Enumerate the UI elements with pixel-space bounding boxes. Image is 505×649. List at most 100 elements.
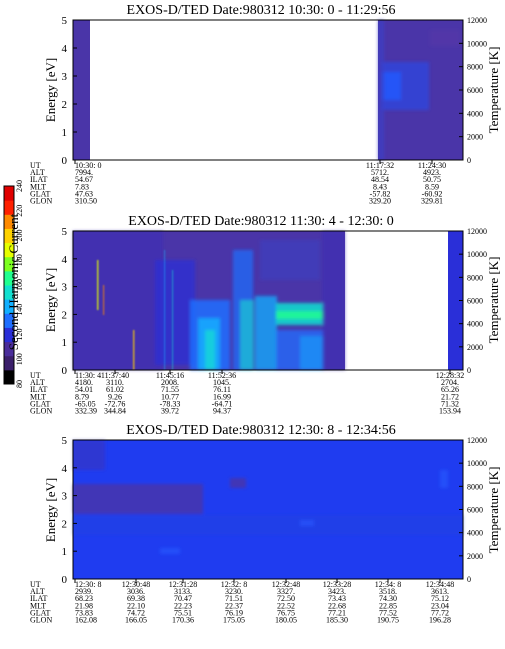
orbit-cell: 22.85 [379, 601, 397, 610]
panel-2-segment-b [448, 231, 463, 370]
orbit-cell: 7994. [75, 168, 93, 177]
y2-tick-label: 8000 [467, 63, 483, 72]
y2-tick-label: 8000 [467, 482, 483, 491]
orbit-cell: 10.77 [161, 392, 179, 401]
orbit-cell: 73.83 [75, 608, 93, 617]
orbit-cell: 73.43 [328, 594, 346, 603]
panel-2-feature-band [155, 260, 195, 365]
y2-tick-label: 12000 [467, 436, 487, 445]
colorbar-tick-label: 180 [15, 254, 24, 266]
orbit-cell: 3327. [277, 587, 295, 596]
orbit-cell: 11:37:40 [101, 371, 129, 380]
orbit-cell: 71.55 [161, 385, 179, 394]
orbit-cell: 77.72 [431, 608, 449, 617]
panel-2-feature-band [255, 296, 277, 370]
colorbar-cell [4, 256, 14, 272]
y-tick-label: 4 [62, 254, 68, 266]
orbit-row-label: UT [30, 161, 41, 170]
orbit-cell: 54.01 [75, 385, 93, 394]
panel-2-feature-band [276, 311, 324, 319]
y2-tick-label: 8000 [467, 273, 483, 282]
colorbar-cells [3, 185, 15, 385]
colorbar-cell [4, 355, 14, 371]
orbit-cell: 48.54 [371, 175, 389, 184]
y-tick-label: 3 [62, 282, 68, 294]
orbit-cell: 332.39 [75, 407, 97, 416]
orbit-cell: 22.23 [174, 601, 192, 610]
colorbar-tick-label: 240 [15, 180, 24, 192]
orbit-cell: 2704. [441, 378, 459, 387]
orbit-row-label: ALT [30, 378, 45, 387]
panel-2-features [73, 231, 345, 370]
orbit-cell: 11:24:30 [418, 161, 446, 170]
colorbar-label: Second Harmonic Current [6, 213, 21, 350]
orbit-cell: 47.63 [75, 189, 93, 198]
y2-tick-label: 6000 [467, 86, 483, 95]
orbit-cell: 21.98 [75, 601, 93, 610]
orbit-cell: 12:28:32 [436, 371, 464, 380]
panel-2-feature-band [260, 240, 320, 280]
orbit-cell: 180.05 [275, 616, 297, 625]
orbit-cell: 11:45:16 [156, 371, 184, 380]
panel-2: EXOS-D/TED Date:980312 11:30: 4 - 12:30:… [30, 214, 501, 416]
panel-3: EXOS-D/TED Date:980312 12:30: 8 - 12:34:… [30, 423, 501, 625]
panel-3-features [73, 440, 463, 554]
y2-tick-label: 10000 [467, 250, 487, 259]
orbit-cell: -78.33 [160, 399, 181, 408]
orbit-cell: 12:32: 8 [221, 580, 247, 589]
orbit-row-label: UT [30, 580, 41, 589]
colorbar-cell [4, 313, 14, 328]
y-tick-label: 3 [62, 491, 68, 503]
orbit-cell: 77.52 [379, 608, 397, 617]
panel-3-feature-band [73, 484, 203, 514]
panel-2-streak [164, 250, 166, 370]
orbit-cell: 22.10 [127, 601, 145, 610]
panel-1-feature-band [430, 30, 460, 46]
y-tick-label: 5 [62, 15, 68, 27]
panel-1-axes: 0 1 2 3 4 5 0 2000 4000 6000 8000 10000 12000 [62, 15, 488, 167]
orbit-cell: 3518. [379, 587, 397, 596]
y-tick-label: 0 [62, 574, 68, 586]
colorbar-cell [4, 299, 14, 314]
colorbar-cell [4, 285, 14, 300]
orbit-cell: 3230. [225, 587, 243, 596]
orbit-row-label: UT [30, 371, 41, 380]
colorbar-tick-label: 100 [15, 353, 24, 365]
y-tick-label: 5 [62, 226, 68, 238]
orbit-cell: 344.84 [104, 407, 126, 416]
orbit-cell: 77.21 [328, 608, 346, 617]
colorbar-ticks: 80 100 120 140 160 180 200 220 240 [15, 180, 24, 388]
orbit-cell: 50.75 [423, 175, 441, 184]
orbit-cell: -57.82 [370, 189, 391, 198]
panel-2-streaks [97, 250, 174, 370]
y-tick-label: 4 [62, 43, 68, 55]
colorbar-frame [3, 185, 15, 385]
orbit-cell: 3613. [431, 587, 449, 596]
orbit-cell: 2008. [161, 378, 179, 387]
orbit-cell: 310.50 [75, 197, 97, 206]
y-tick-label: 2 [62, 518, 68, 530]
y2-tick-label: 0 [467, 575, 471, 584]
panel-1-feature-band [381, 72, 401, 100]
colorbar-cell [4, 369, 14, 385]
y2-tick-label: 4000 [467, 529, 483, 538]
orbit-cell: 12:34:48 [426, 580, 454, 589]
y-tick-label: 2 [62, 309, 68, 321]
colorbar-tick-label: 200 [15, 230, 24, 242]
orbit-cell: 39.72 [161, 407, 179, 416]
orbit-cell: 190.75 [377, 616, 399, 625]
orbit-row-label: GLAT [30, 399, 51, 408]
panel-3-feature-band [160, 548, 180, 554]
orbit-cell: 170.36 [172, 616, 194, 625]
orbit-cell: 2939. [75, 587, 93, 596]
orbit-row-label: ALT [30, 587, 45, 596]
colorbar-cell [4, 270, 14, 286]
orbit-cell: 162.08 [75, 616, 97, 625]
orbit-cell: 76.75 [277, 608, 295, 617]
panel-2-y2label: Temperature [K] [486, 257, 501, 344]
colorbar-cell [4, 341, 14, 357]
orbit-cell: 71.32 [441, 399, 459, 408]
orbit-row-label: MLT [30, 182, 46, 191]
orbit-cell: 3133. [174, 587, 192, 596]
